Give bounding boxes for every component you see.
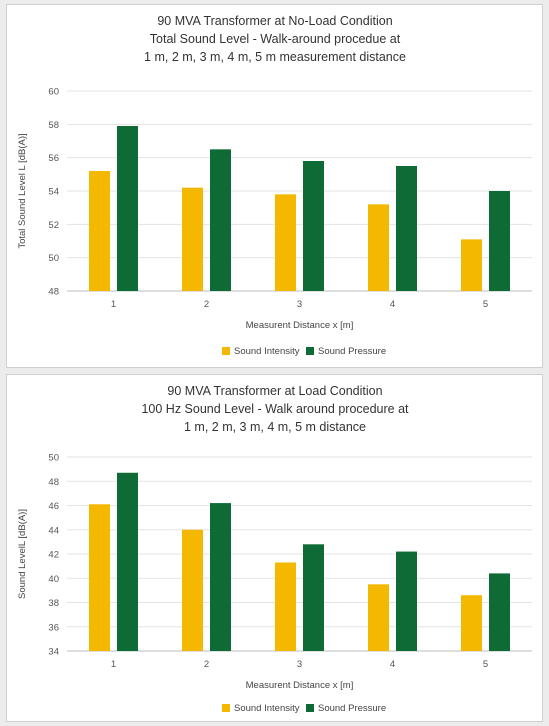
legend-label: Sound Pressure [318,346,386,357]
y-tick-label: 44 [48,525,59,536]
bar-sound-intensity-5 [461,239,482,291]
y-tick-label: 56 [48,153,59,164]
bar-sound-intensity-5 [461,595,482,651]
x-tick-label: 5 [483,659,488,670]
x-axis-label: Measurent Distance x [m] [246,320,354,331]
y-tick-label: 46 [48,501,59,512]
chart-load-svg: 90 MVA Transformer at Load Condition 100 … [17,384,532,714]
y-tick-label: 50 [48,253,59,264]
legend-swatch-sound-intensity [222,347,230,355]
bar-sound-intensity-4 [368,584,389,651]
y-tick-label: 42 [48,550,59,561]
x-tick-label: 3 [297,659,302,670]
chart-title-line: 1 m, 2 m, 3 m, 4 m, 5 m distance [184,420,366,434]
y-tick-label: 50 [48,453,59,464]
x-tick-label: 1 [111,659,116,670]
bar-sound-pressure-1 [117,472,138,651]
y-tick-label: 52 [48,220,59,231]
legend-label: Sound Intensity [234,703,300,714]
y-tick-label: 58 [48,120,59,131]
x-axis-label: Measurent Distance x [m] [246,680,354,691]
bar-sound-intensity-1 [89,504,110,651]
y-tick-label: 54 [48,187,59,198]
legend-swatch-sound-intensity [222,704,230,712]
x-tick-label: 2 [204,659,209,670]
bar-sound-intensity-2 [182,529,203,651]
legend-label: Sound Intensity [234,346,300,357]
chart-panel-load: 90 MVA Transformer at Load Condition 100 … [6,374,543,722]
chart-panel-no-load: 90 MVA Transformer at No-Load Condition T… [6,4,543,368]
y-tick-label: 34 [48,647,59,658]
chart-title-line: 90 MVA Transformer at No-Load Condition [157,14,392,28]
y-tick-label: 60 [48,87,59,98]
legend-swatch-sound-pressure [306,704,314,712]
y-tick-label: 48 [48,287,59,298]
legend-label: Sound Pressure [318,703,386,714]
legend-swatch-sound-pressure [306,347,314,355]
chart-no-load-svg: 90 MVA Transformer at No-Load Condition T… [17,14,532,357]
y-axis-label: Sound LevelL [dB(A)] [17,509,28,599]
chart-title-line: Total Sound Level - Walk-around procedue… [150,32,401,46]
bar-sound-intensity-2 [182,187,203,291]
bar-sound-intensity-3 [275,562,296,651]
x-tick-label: 5 [483,299,488,310]
bar-sound-pressure-5 [489,573,510,651]
bar-sound-intensity-4 [368,204,389,291]
bar-sound-pressure-4 [396,551,417,651]
y-tick-label: 40 [48,574,59,585]
bar-sound-pressure-1 [117,126,138,291]
x-tick-label: 1 [111,299,116,310]
bar-sound-pressure-5 [489,191,510,291]
bar-sound-pressure-2 [210,503,231,651]
bar-sound-pressure-3 [303,161,324,291]
y-tick-label: 36 [48,622,59,633]
chart-title-line: 100 Hz Sound Level - Walk around procedu… [141,402,409,416]
bar-sound-pressure-2 [210,149,231,291]
x-tick-label: 2 [204,299,209,310]
chart-title-line: 1 m, 2 m, 3 m, 4 m, 5 m measurement dist… [144,50,406,64]
bar-sound-intensity-1 [89,171,110,291]
y-tick-label: 48 [48,477,59,488]
bar-sound-pressure-4 [396,166,417,291]
y-axis-label: Total Sound Level L [dB(A)] [17,133,28,248]
x-tick-label: 4 [390,659,395,670]
x-tick-label: 3 [297,299,302,310]
chart-title-line: 90 MVA Transformer at Load Condition [167,384,382,398]
bar-sound-intensity-3 [275,194,296,291]
y-tick-label: 38 [48,598,59,609]
x-tick-label: 4 [390,299,395,310]
bar-sound-pressure-3 [303,544,324,651]
